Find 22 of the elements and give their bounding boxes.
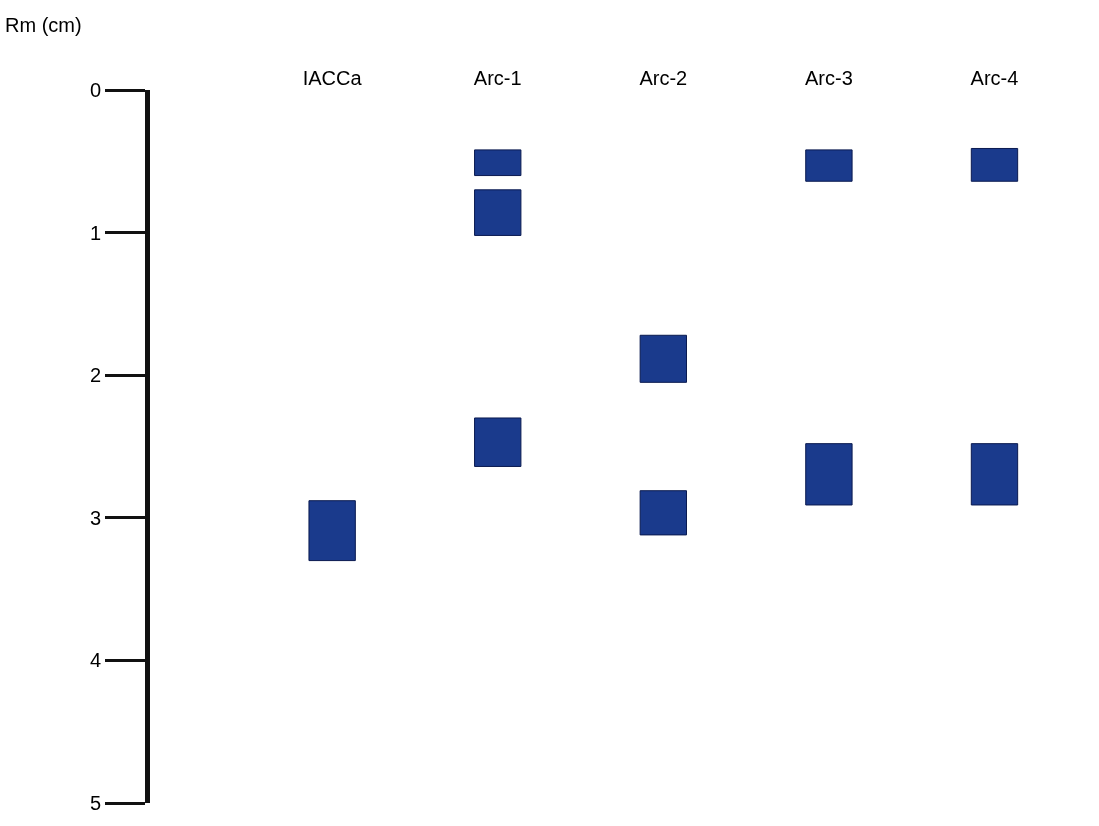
bar xyxy=(308,500,356,562)
x-tick-label: Arc-4 xyxy=(970,67,1019,89)
y-tick-label: 2 xyxy=(89,364,101,387)
y-tick-label: 4 xyxy=(89,649,101,672)
y-axis-title: Rm (cm) xyxy=(5,14,82,36)
bar xyxy=(970,443,1019,506)
x-tick-label: Arc-2 xyxy=(639,67,688,89)
bar xyxy=(805,149,853,182)
y-tick-label: 1 xyxy=(89,221,101,244)
bar xyxy=(474,149,522,177)
bar xyxy=(805,443,853,506)
bar xyxy=(474,189,522,236)
bar xyxy=(639,334,687,383)
x-tick-label: Arc-3 xyxy=(805,67,853,89)
y-tick-label: 0 xyxy=(89,79,101,101)
x-tick-label: Arc-1 xyxy=(473,67,522,89)
bar xyxy=(474,417,522,467)
x-tick-label: IACCa xyxy=(302,67,363,89)
y-tick-label: 5 xyxy=(89,792,101,814)
y-tick-label: 3 xyxy=(89,506,101,529)
bar xyxy=(639,490,687,536)
bar xyxy=(970,147,1019,182)
